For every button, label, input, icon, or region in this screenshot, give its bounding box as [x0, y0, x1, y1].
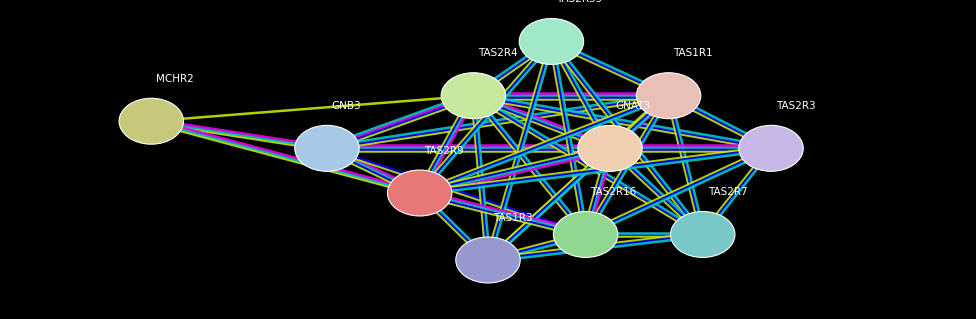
Ellipse shape	[578, 125, 642, 171]
Text: TAS1R1: TAS1R1	[673, 48, 713, 58]
Ellipse shape	[553, 211, 618, 257]
Ellipse shape	[119, 98, 183, 144]
Text: TAS2R4: TAS2R4	[478, 48, 518, 58]
Ellipse shape	[295, 125, 359, 171]
Text: TAS2R39: TAS2R39	[556, 0, 602, 4]
Text: MCHR2: MCHR2	[156, 74, 194, 84]
Ellipse shape	[739, 125, 803, 171]
Text: TAS2R16: TAS2R16	[590, 187, 636, 197]
Ellipse shape	[387, 170, 452, 216]
Ellipse shape	[636, 73, 701, 119]
Ellipse shape	[671, 211, 735, 257]
Text: TAS1R3: TAS1R3	[493, 213, 533, 223]
Text: GNB3: GNB3	[332, 101, 361, 111]
Text: TAS2R3: TAS2R3	[776, 101, 816, 111]
Text: GNAT3: GNAT3	[615, 101, 650, 111]
Ellipse shape	[441, 73, 506, 119]
Text: TAS2R7: TAS2R7	[708, 187, 748, 197]
Ellipse shape	[519, 19, 584, 64]
Text: TAS2R9: TAS2R9	[425, 146, 465, 156]
Ellipse shape	[456, 237, 520, 283]
